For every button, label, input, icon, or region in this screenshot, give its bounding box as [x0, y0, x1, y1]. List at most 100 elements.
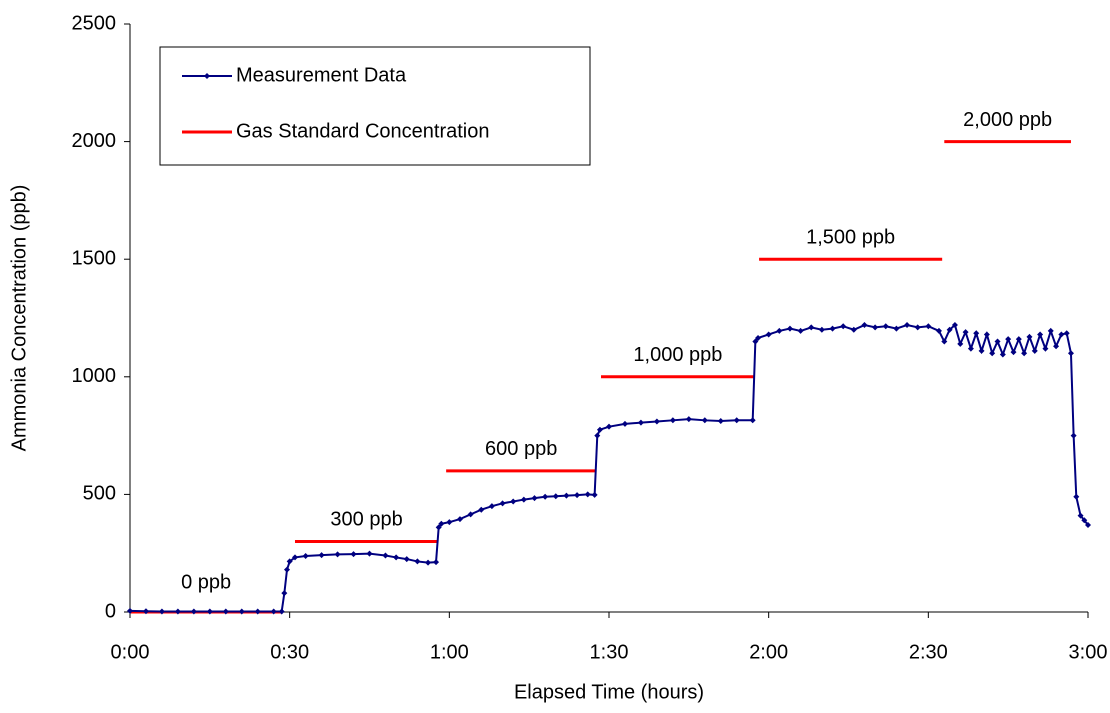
y-tick-label: 1000	[72, 365, 117, 387]
data-point	[818, 326, 825, 333]
data-point	[850, 326, 857, 333]
data-point	[1010, 349, 1017, 356]
data-point	[755, 334, 762, 341]
data-point	[904, 322, 911, 329]
data-point	[520, 496, 527, 503]
standard-label: 600 ppb	[485, 438, 557, 460]
data-point	[596, 426, 603, 433]
x-tick-label: 1:00	[430, 641, 469, 663]
data-point	[914, 324, 921, 331]
data-point	[446, 519, 453, 526]
data-point	[808, 324, 815, 331]
data-point	[1058, 331, 1065, 338]
x-tick-label: 0:30	[270, 641, 309, 663]
data-point	[776, 327, 783, 334]
data-point	[382, 552, 389, 559]
data-point	[206, 608, 213, 615]
data-point	[1067, 350, 1074, 357]
data-point	[967, 345, 974, 352]
data-point	[584, 491, 591, 498]
data-point	[286, 558, 293, 565]
data-point	[1047, 327, 1054, 334]
data-point	[254, 608, 261, 615]
data-point	[765, 331, 772, 338]
y-tick-label: 0	[105, 600, 116, 622]
data-point	[467, 511, 474, 518]
data-point	[1015, 336, 1022, 343]
data-point	[281, 590, 288, 597]
data-point	[925, 323, 932, 330]
data-point	[499, 500, 506, 507]
data-point	[1070, 432, 1077, 439]
data-point	[542, 493, 549, 500]
x-tick-label: 2:00	[749, 641, 788, 663]
data-point	[1005, 336, 1012, 343]
data-line	[129, 323, 1089, 613]
data-point	[893, 325, 900, 332]
data-point	[797, 327, 804, 334]
data-point	[127, 607, 133, 614]
y-tick-label: 1500	[72, 247, 117, 269]
legend-label: Measurement Data	[236, 64, 407, 86]
data-point	[1042, 345, 1049, 352]
legend-box	[159, 46, 591, 166]
data-point	[510, 498, 517, 505]
data-point	[1053, 343, 1060, 350]
data-point	[882, 323, 889, 330]
y-tick-label: 2000	[72, 130, 117, 152]
data-point	[989, 350, 996, 357]
data-point	[284, 566, 291, 573]
data-point	[1085, 521, 1091, 528]
data-point	[1063, 330, 1070, 337]
data-point	[238, 608, 245, 615]
data-point	[403, 556, 410, 563]
data-point	[1081, 517, 1088, 524]
data-point	[1073, 493, 1080, 500]
legend-marker	[204, 73, 210, 79]
data-point	[872, 324, 879, 331]
data-point	[318, 552, 325, 559]
data-point	[435, 524, 442, 531]
data-point	[531, 495, 538, 502]
data-point	[786, 325, 793, 332]
data-point	[591, 491, 598, 498]
data-point	[749, 417, 756, 424]
data-point	[701, 417, 708, 424]
data-point	[1031, 347, 1038, 354]
x-tick-label: 3:00	[1069, 641, 1108, 663]
y-axis-title: Ammonia Concentration (ppb)	[8, 185, 30, 452]
data-point	[978, 347, 985, 354]
standard-label: 0 ppb	[181, 571, 231, 593]
data-point	[594, 432, 601, 439]
data-point	[190, 608, 197, 615]
data-point	[350, 551, 357, 558]
data-point	[606, 423, 612, 430]
data-point	[861, 322, 868, 329]
data-point	[334, 551, 341, 558]
data-point	[733, 417, 740, 424]
data-point	[653, 418, 660, 425]
y-tick-label: 2500	[72, 12, 117, 34]
data-point	[941, 338, 948, 345]
data-point	[957, 340, 964, 347]
data-point	[456, 516, 463, 523]
x-axis-title: Elapsed Time (hours)	[514, 681, 704, 703]
data-point	[438, 520, 445, 527]
x-tick-label: 0:00	[111, 641, 150, 663]
data-point	[669, 417, 676, 424]
data-point	[840, 323, 847, 330]
data-point	[973, 330, 980, 337]
data-point	[278, 608, 285, 615]
data-point	[291, 554, 298, 561]
x-tick-label: 2:30	[909, 641, 948, 663]
legend-label: Gas Standard Concentration	[236, 120, 490, 142]
data-point	[488, 503, 495, 510]
data-point	[174, 608, 181, 615]
data-point	[1077, 512, 1084, 519]
data-point	[999, 351, 1006, 358]
data-point	[946, 326, 953, 333]
data-point	[563, 492, 570, 499]
data-point	[222, 608, 229, 615]
standard-label: 2,000 ppb	[963, 109, 1052, 131]
